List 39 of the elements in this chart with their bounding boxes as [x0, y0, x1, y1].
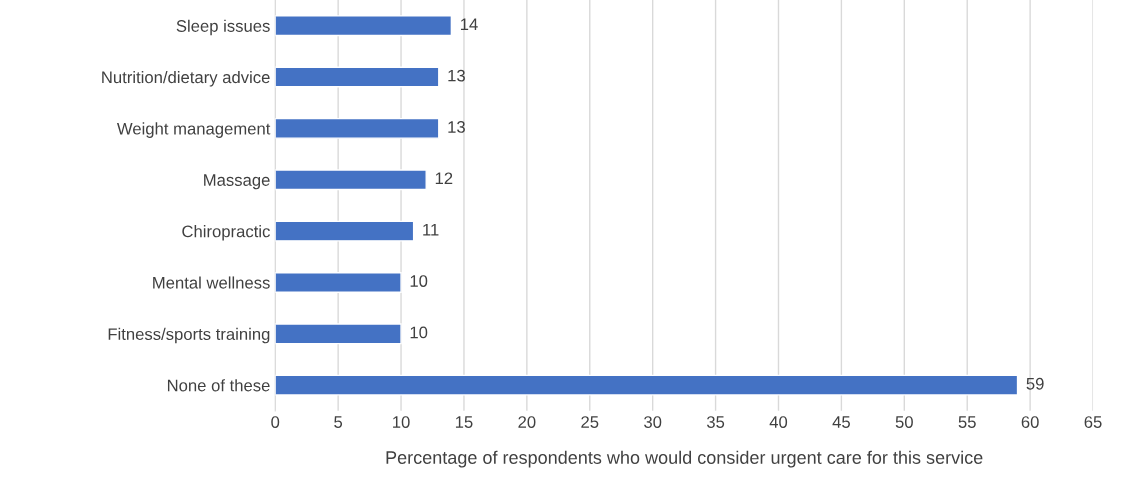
data-label: 11: [423, 223, 439, 236]
y-tick-label: Mental wellness: [153, 276, 270, 289]
bar: [275, 169, 427, 191]
y-tick-label: None of these: [167, 379, 270, 392]
bar: [275, 117, 440, 139]
bar: [275, 15, 453, 37]
x-tick-label: 55: [958, 416, 976, 428]
bar: [275, 272, 402, 293]
y-tick-label: Weight management: [116, 122, 271, 138]
data-label: 59: [1026, 377, 1044, 390]
bar: [275, 374, 1019, 396]
x-tick-label: 40: [769, 416, 788, 428]
data-label: 12: [435, 172, 453, 185]
data-label: 10: [410, 326, 428, 339]
x-tick-label: 35: [706, 416, 725, 428]
data-label: 14: [460, 18, 478, 30]
bar: [275, 323, 402, 345]
x-tick-label: 45: [832, 416, 850, 428]
x-tick-label: 5: [334, 416, 343, 428]
x-tick-label: 25: [581, 416, 599, 428]
y-tick-label: Nutrition/dietary advice: [102, 71, 270, 87]
data-label: 10: [410, 275, 428, 287]
bar: [275, 66, 440, 88]
x-tick-label: 30: [644, 416, 662, 428]
y-tick-label: Sleep issues: [176, 19, 270, 36]
x-tick-label: 0: [271, 416, 280, 428]
data-label: 13: [448, 69, 465, 82]
x-tick-label: 10: [393, 416, 410, 428]
x-tick-label: 15: [455, 416, 473, 428]
data-label: 13: [448, 121, 465, 133]
x-tick-label: 65: [1084, 416, 1102, 428]
x-axis-title: Percentage of respondents who would consider urgent care for this service: [386, 450, 983, 468]
x-tick-label: 50: [895, 416, 913, 428]
y-tick-label: Fitness/sports training: [108, 327, 270, 344]
y-tick-label: Massage: [204, 174, 270, 190]
bar: [275, 220, 415, 242]
y-tick-label: Chiropractic: [182, 225, 270, 241]
x-tick-label: 60: [1021, 416, 1039, 428]
x-tick-label: 20: [518, 416, 536, 428]
